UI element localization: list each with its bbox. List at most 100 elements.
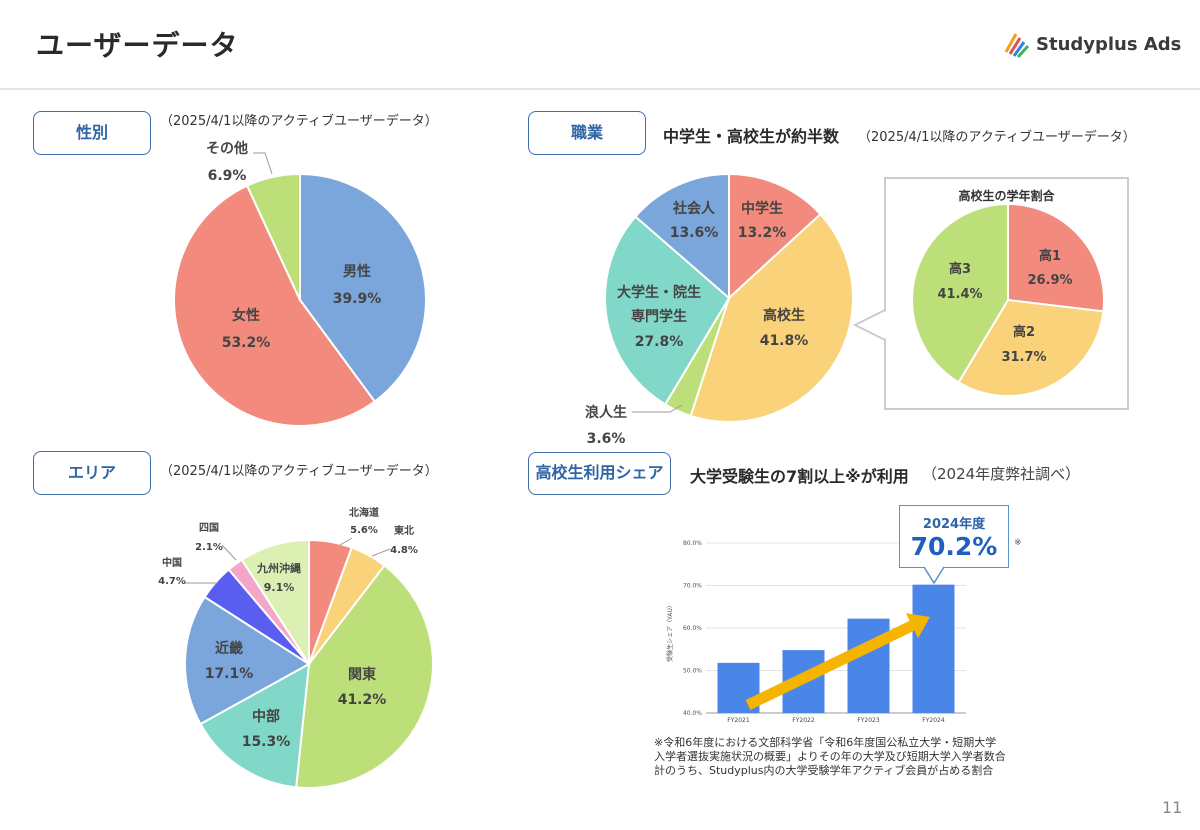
occupation-pie-slice-1 [689, 212, 854, 423]
gender-value-other: 6.9% [208, 168, 247, 184]
area-pie-slice-2 [295, 564, 434, 789]
bar-ytick-3: 70.0% [683, 583, 702, 590]
share-tag: 高校生利用シェア [528, 452, 671, 495]
area-value-chubu: 15.3% [242, 734, 291, 750]
footnote-line-2: 入学者選抜実施状況の概要」よりその年の大学及び短期大学入学者数合 [654, 750, 1006, 763]
bar-ytick-4: 80.0% [683, 540, 702, 547]
occ-label-vocational: 専門学生 [631, 308, 687, 325]
occupation-pie-slice-4 [634, 172, 730, 301]
gender-value-female: 53.2% [222, 335, 271, 351]
inset-connector-fill [858, 311, 886, 339]
area-tag: エリア [33, 451, 151, 495]
gender-value-male: 39.9% [333, 291, 382, 307]
area-label-shikoku: 四国 [199, 522, 219, 534]
bar-3 [912, 584, 955, 713]
grade-pie-slice-0 [1007, 202, 1105, 313]
occupation-pie-slice-0 [728, 172, 822, 301]
trend-arrow-head [905, 613, 930, 639]
area-value-kinki: 17.1% [205, 666, 254, 682]
bar-xtick-0: FY2021 [727, 717, 750, 724]
occupation-headline: 中学生・高校生が約半数 [663, 127, 840, 146]
occupation-note: （2025/4/1以降のアクティブユーザーデータ） [858, 130, 1136, 145]
area-value-kyushu: 9.1% [264, 581, 295, 594]
share-footnote: ※令和6年度における文部科学省「令和6年度国公私立大学・短期大学 入学者選抜実施… [654, 736, 1006, 778]
area-leader-shikoku [221, 544, 237, 561]
occ-label-hs: 高校生 [763, 307, 805, 324]
inset-value-hs1: 26.9% [1027, 273, 1072, 288]
area-label-tohoku: 東北 [394, 524, 414, 537]
area-value-shikoku: 2.1% [195, 542, 223, 553]
occ-value-worker: 13.6% [670, 225, 719, 241]
occ-value-univ: 27.8% [635, 334, 684, 350]
occ-label-jhs: 中学生 [741, 200, 783, 217]
bar-xtick-1: FY2022 [792, 717, 815, 724]
share-headline: 大学受験生の7割以上※が利用 [690, 467, 909, 486]
page-number: 11 [1162, 798, 1183, 817]
gender-pie-slice-0 [299, 172, 427, 403]
footnote-line-3: 計のうち、Studyplus内の大学受験学年アクティブ会員が占める割合 [654, 764, 994, 777]
area-label-chubu: 中部 [252, 708, 280, 725]
inset-value-hs3: 41.4% [937, 287, 982, 302]
area-leader-tohoku [371, 548, 391, 557]
trend-arrow-shaft [745, 620, 915, 710]
occupation-tag: 職業 [528, 111, 646, 155]
inset-title: 高校生の学年割合 [958, 189, 1055, 203]
callout-note: ※ [1014, 538, 1022, 548]
gender-label-other: その他 [206, 140, 248, 157]
occ-value-jhs: 13.2% [738, 225, 787, 241]
area-value-kanto: 41.2% [338, 692, 387, 708]
gender-label-male: 男性 [343, 263, 371, 280]
area-pie-slice-4 [184, 595, 311, 726]
inset-value-hs2: 31.7% [1001, 350, 1046, 365]
occ-value-ronin: 3.6% [587, 431, 626, 447]
area-pie-slice-7 [240, 538, 310, 668]
occ-leader-line [632, 404, 683, 413]
area-value-chugoku: 4.7% [158, 576, 186, 587]
occ-label-worker: 社会人 [672, 200, 716, 217]
grade-pie-slice-2 [911, 202, 1009, 384]
area-leader-hokkaido [339, 537, 353, 546]
area-label-kyushu: 九州沖縄 [256, 561, 301, 575]
header: ユーザーデータ Studyplus Ads [0, 0, 1200, 90]
area-label-kanto: 関東 [348, 666, 376, 683]
bar-ytick-0: 40.0% [683, 710, 702, 717]
callout-value: 70.2% [910, 532, 998, 561]
gender-label-female: 女性 [232, 307, 260, 324]
area-note: （2025/4/1以降のアクティブユーザーデータ） [160, 464, 438, 479]
bar-ylabel: 受験生シェア（YAU） [666, 602, 674, 662]
bar-ytick-2: 60.0% [683, 625, 702, 632]
occupation-pie-slice-3 [604, 215, 731, 406]
inset-label-hs3: 高3 [949, 261, 971, 277]
inset-label-hs1: 高1 [1039, 248, 1061, 264]
callout-label: 2024年度 [922, 517, 986, 532]
gender-pie-slice-2 [245, 172, 301, 301]
area-value-hokkaido: 5.6% [350, 525, 378, 536]
area-label-hokkaido: 北海道 [349, 506, 379, 519]
page-title: ユーザーデータ [36, 29, 239, 62]
footnote-line-1: ※令和6年度における文部科学省「令和6年度国公私立大学・短期大学 [654, 736, 997, 749]
bar-xtick-3: FY2024 [922, 717, 945, 724]
gender-tag: 性別 [33, 111, 151, 155]
gender-leader-line [253, 152, 273, 175]
logo: Studyplus Ads [1002, 30, 1181, 60]
occ-label-ronin: 浪人生 [585, 404, 627, 421]
bar-xtick-2: FY2023 [857, 717, 880, 724]
area-label-kinki: 近畿 [215, 640, 243, 657]
occ-value-hs: 41.8% [760, 333, 809, 349]
inset-connector [852, 309, 886, 341]
studyplus-logo-icon [1004, 33, 1030, 59]
grade-pie-slice-1 [957, 298, 1105, 397]
share-headline-sub: （2024年度弊社調べ） [922, 465, 1081, 483]
area-label-chugoku: 中国 [162, 556, 182, 569]
area-pie-slice-3 [199, 662, 311, 789]
gender-pie-slice-1 [173, 184, 377, 427]
occ-label-univ: 大学生・院生 [617, 284, 701, 301]
logo-text: Studyplus Ads [1036, 34, 1182, 55]
inset-label-hs2: 高2 [1013, 324, 1035, 340]
bar-ytick-1: 50.0% [683, 668, 702, 675]
area-value-tohoku: 4.8% [390, 545, 418, 556]
gender-note: （2025/4/1以降のアクティブユーザーデータ） [160, 114, 438, 129]
